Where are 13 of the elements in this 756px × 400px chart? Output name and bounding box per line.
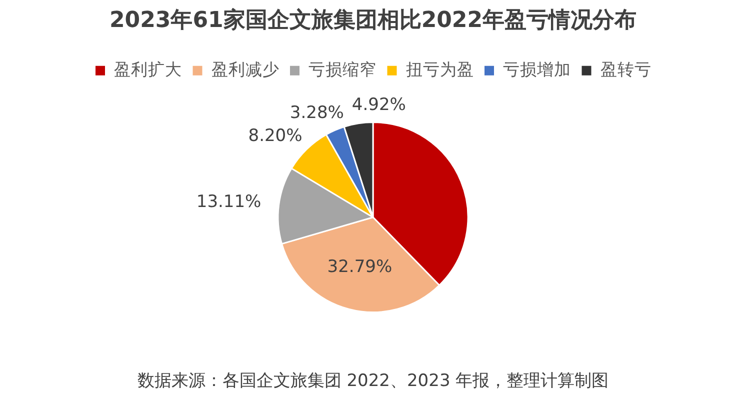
data-label: 3.28% (290, 103, 344, 124)
legend-label: 亏损缩窄 (308, 60, 376, 79)
legend-label: 盈利扩大 (114, 60, 182, 79)
legend-label: 扭亏为盈 (406, 60, 474, 79)
data-label: 32.79% (327, 257, 392, 278)
legend-label: 盈转亏 (600, 60, 652, 79)
data-label: 4.92% (352, 95, 406, 116)
legend-label: 盈利减少 (211, 60, 280, 79)
source-note: 数据来源：各国企文旅集团 2022、2023 年报，整理计算制图 (137, 371, 609, 392)
chart-title: 2023年61家国企文旅集团相比2022年盈亏情况分布 (109, 6, 637, 33)
legend-label: 亏损增加 (503, 60, 571, 79)
data-label: 13.11% (196, 192, 262, 212)
data-label: 8.20% (248, 126, 302, 146)
